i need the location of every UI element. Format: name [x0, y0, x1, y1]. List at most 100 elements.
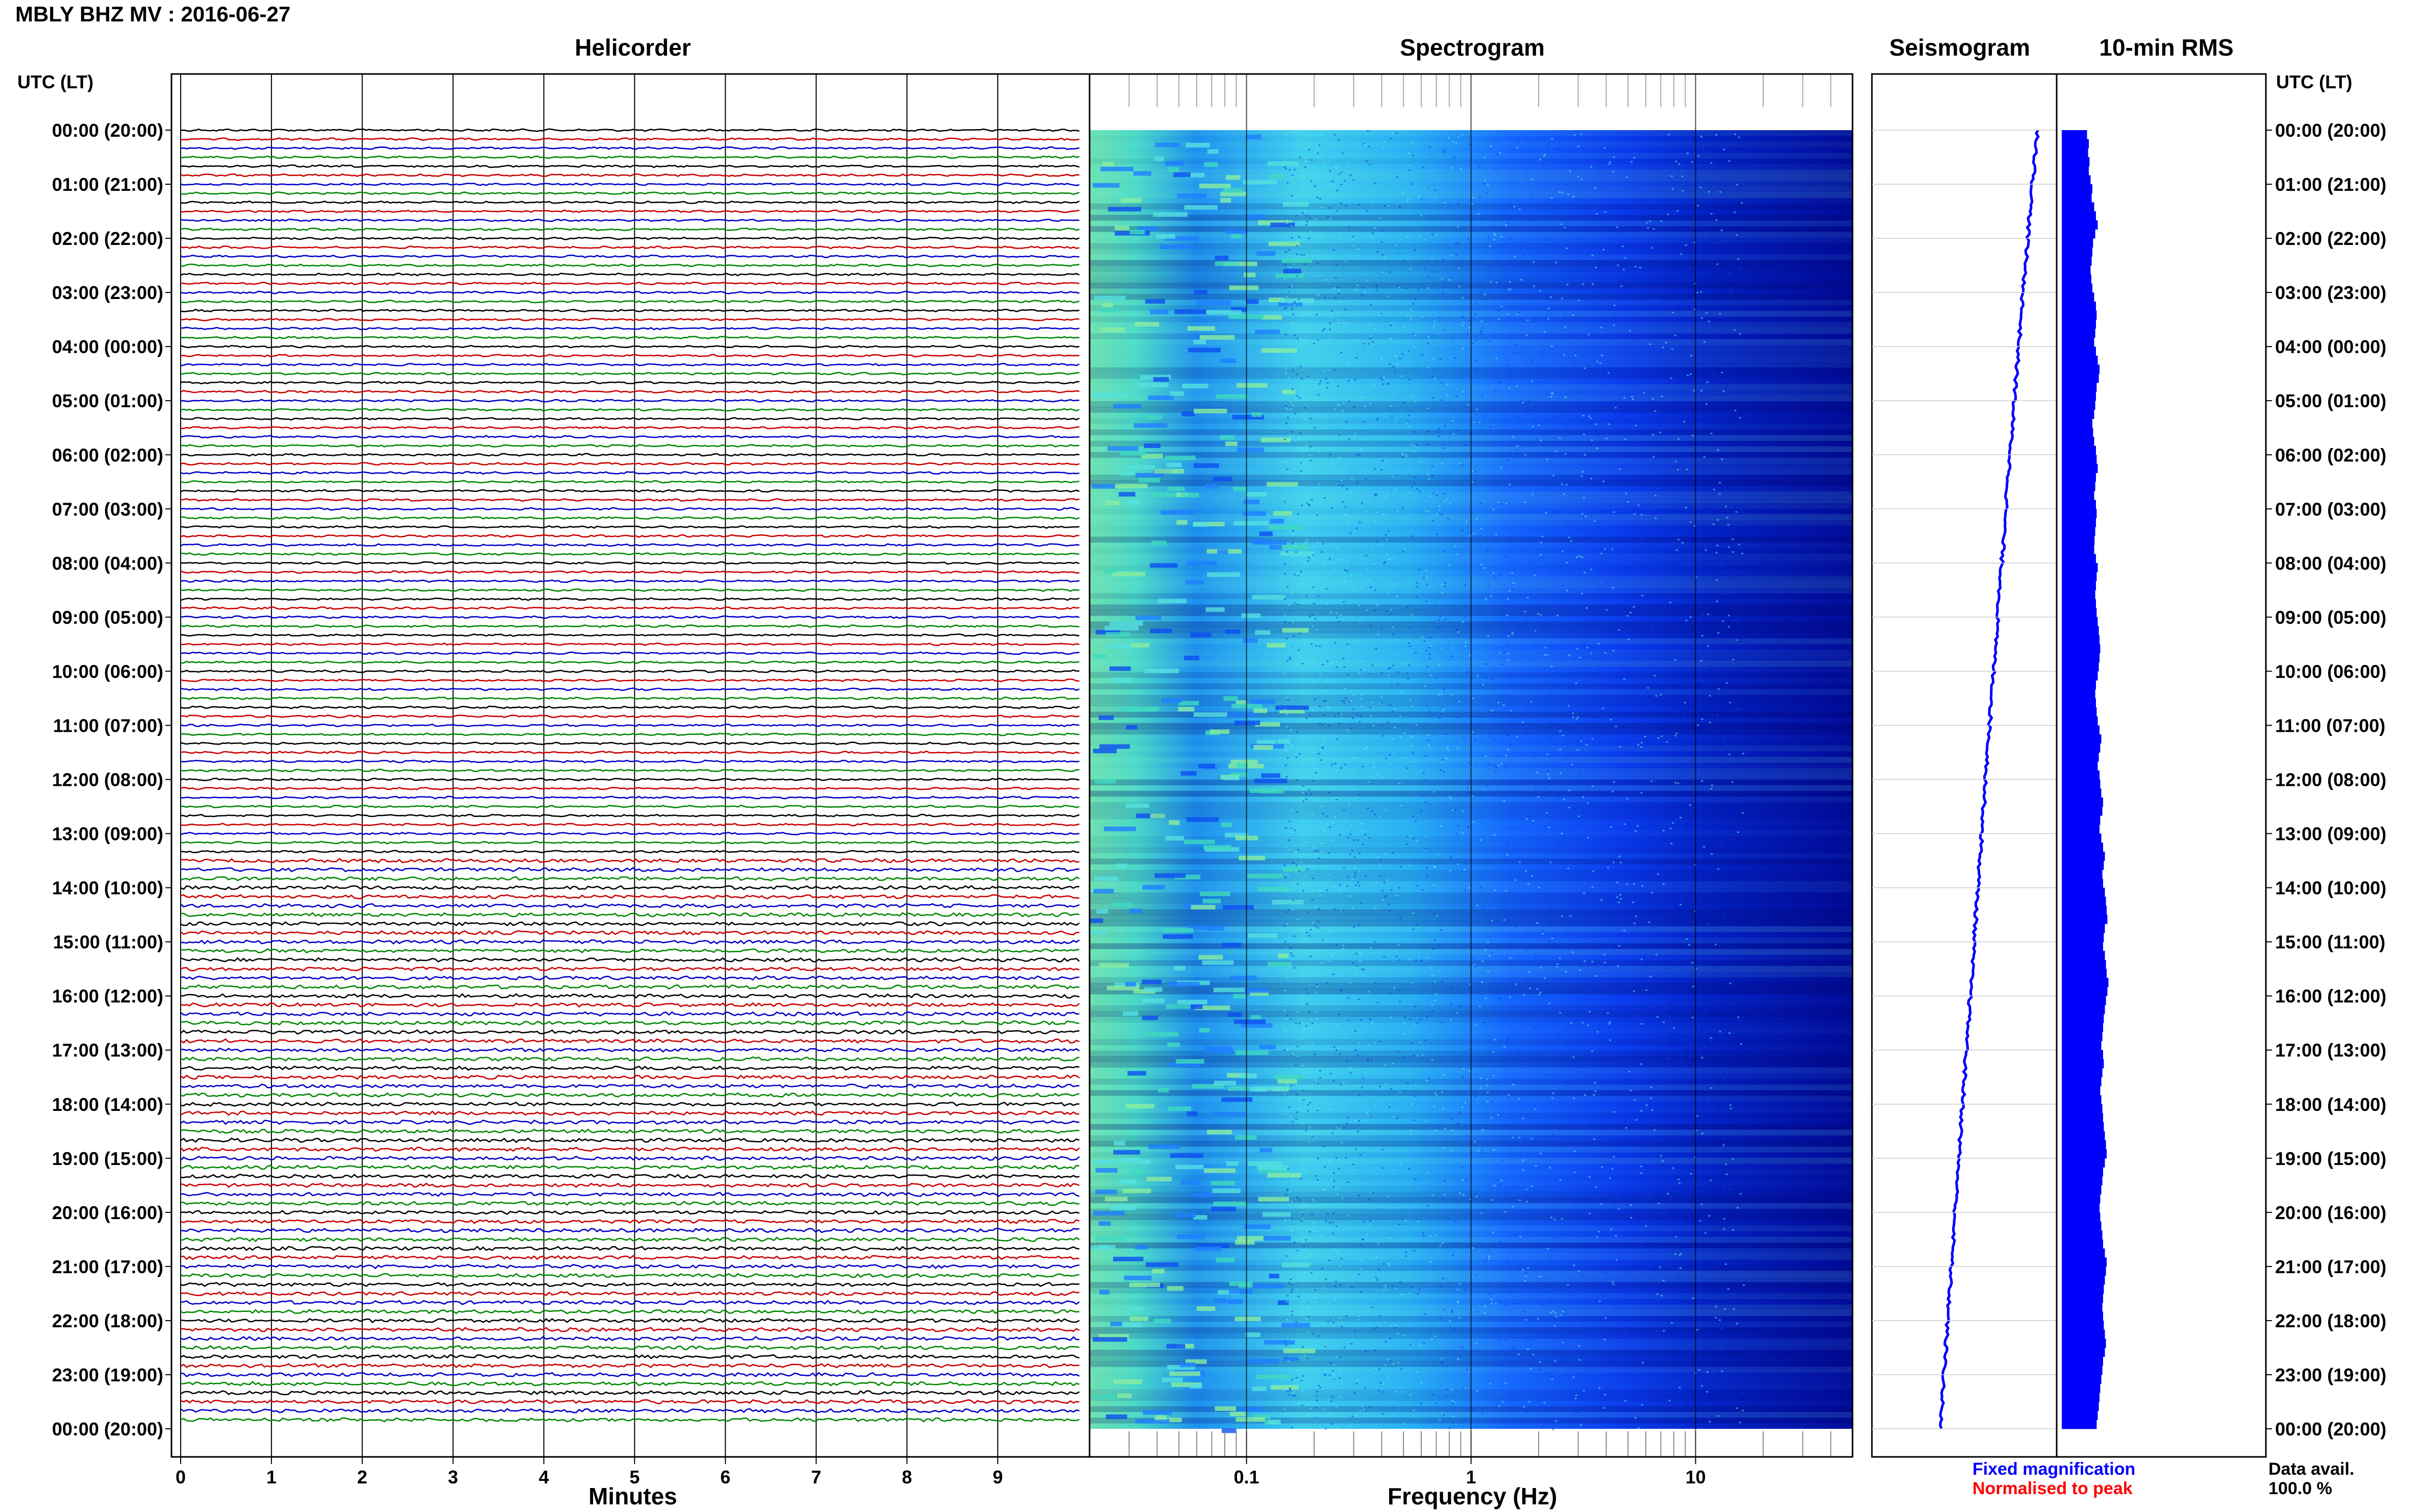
spectrogram-speckle	[1340, 184, 1343, 186]
spectrogram-speckle	[1286, 1188, 1289, 1191]
spectrogram-speckle	[1690, 373, 1692, 375]
rms-bar	[2062, 806, 2103, 816]
spectrogram-speckle	[1719, 1341, 1722, 1343]
spectrogram-speckle	[1333, 1046, 1336, 1048]
spectrogram-speckle	[1524, 1280, 1526, 1282]
spectrogram-speckle	[1461, 464, 1464, 466]
spectrogram-speckle	[1357, 1085, 1359, 1087]
spectrogram-speckle	[1502, 704, 1505, 706]
spectrogram-speckle	[1287, 1319, 1289, 1321]
spectrogram-speckle	[1659, 1266, 1661, 1268]
spectrogram-speckle	[1624, 299, 1626, 301]
y-tick-label-right: 02:00 (22:00)	[2275, 228, 2386, 249]
spectrogram-cell	[1252, 1386, 1267, 1392]
spectrogram-speckle	[1697, 308, 1700, 310]
spectrogram-speckle	[1378, 217, 1381, 219]
spectrogram-speckle	[1577, 217, 1579, 219]
spectrogram-speckle	[1543, 155, 1545, 157]
spectrogram-speckle	[1689, 616, 1692, 618]
spectrogram-speckle	[1441, 761, 1443, 763]
spectrogram-cell	[1193, 1215, 1207, 1220]
spectrogram-speckle	[1340, 202, 1342, 204]
spectrogram-speckle	[1443, 550, 1445, 552]
spectrogram-cell	[1165, 161, 1185, 166]
spectrogram-speckle	[1512, 1084, 1515, 1085]
spectrogram-cell	[1213, 477, 1232, 482]
spectrogram-speckle	[1666, 741, 1668, 743]
spectrogram-speckle	[1446, 394, 1449, 396]
spectrogram-speckle	[1596, 131, 1598, 133]
spectrogram-speckle	[1302, 791, 1304, 794]
spectrogram-speckle	[1292, 323, 1294, 325]
spectrogram-speckle	[1612, 587, 1614, 589]
spectrogram-speckle	[1732, 538, 1734, 540]
spectrogram-cell	[1170, 391, 1184, 396]
spectrogram-speckle	[1586, 267, 1588, 269]
spectrogram-speckle	[1310, 1407, 1312, 1409]
rms-bar	[2062, 1311, 2103, 1321]
spectrogram-speckle	[1661, 395, 1663, 398]
spectrogram-cell	[1223, 775, 1239, 780]
spectrogram-speckle	[1511, 633, 1514, 635]
spectrogram-speckle	[1303, 1354, 1306, 1356]
spectrogram-speckle	[1725, 148, 1728, 150]
spectrogram-speckle	[1357, 1319, 1360, 1321]
spectrogram-speckle	[1469, 535, 1471, 537]
helicorder-trace	[180, 417, 1080, 421]
spectrogram-speckle	[1408, 492, 1411, 494]
spectrogram-speckle	[1490, 1299, 1493, 1301]
spectrogram-cell	[1215, 1406, 1236, 1411]
spectrogram-cell	[1203, 845, 1231, 850]
spectrogram-speckle	[1288, 1413, 1291, 1415]
spectrogram-speckle	[1631, 275, 1634, 277]
spectrogram-speckle	[1378, 1368, 1380, 1370]
spectrogram-speckle	[1307, 1110, 1310, 1112]
spectrogram-speckle	[1490, 426, 1492, 428]
spectrogram-speckle	[1616, 1418, 1618, 1420]
spectrogram-speckle	[1433, 326, 1435, 328]
spectrogram-speckle	[1326, 382, 1329, 384]
spectrogram-speckle	[1516, 313, 1519, 315]
y-tick-label-right: 19:00 (15:00)	[2275, 1148, 2386, 1169]
spectrogram-speckle	[1487, 1184, 1490, 1186]
spectrogram-speckle	[1331, 1221, 1334, 1223]
spectrogram-speckle	[1381, 735, 1384, 737]
helicorder-trace	[180, 597, 1080, 601]
spectrogram-speckle	[1286, 222, 1288, 225]
spectrogram-speckle	[1333, 1180, 1336, 1182]
rms-bar	[2062, 265, 2091, 275]
spectrogram-speckle	[1525, 1272, 1527, 1274]
spectrogram-speckle	[1373, 1372, 1375, 1374]
spectrogram-speckle	[1469, 143, 1471, 145]
spectrogram-speckle	[1317, 850, 1319, 852]
spectrogram-speckle	[1322, 1287, 1325, 1289]
rms-bar	[2062, 1023, 2103, 1032]
helicorder-trace	[180, 462, 1080, 466]
spectrogram-cell	[1237, 1236, 1264, 1241]
spectrogram-speckle	[1525, 1337, 1528, 1340]
rms-bar	[2062, 1086, 2101, 1096]
spectrogram-speckle	[1613, 292, 1615, 294]
spectrogram-speckle	[1300, 378, 1303, 380]
spectrogram-speckle	[1384, 460, 1386, 462]
rms-bar	[2062, 1239, 2103, 1249]
spectrogram-speckle	[1495, 282, 1498, 284]
spectrogram-speckle	[1329, 1108, 1332, 1110]
spectrogram-speckle	[1319, 895, 1322, 896]
spectrogram-speckle	[1503, 1046, 1505, 1048]
spectrogram-speckle	[1541, 535, 1544, 537]
spectrogram-speckle	[1678, 1182, 1681, 1184]
spectrogram-speckle	[1450, 987, 1453, 989]
spectrogram-speckle	[1375, 493, 1378, 495]
helicorder-trace	[180, 227, 1080, 232]
spectrogram-speckle	[1704, 1232, 1707, 1234]
spectrogram-cell	[1176, 520, 1188, 525]
spectrogram-speckle	[1623, 1428, 1625, 1430]
spectrogram-speckle	[1342, 410, 1344, 412]
spectrogram-speckle	[1331, 461, 1334, 463]
spectrogram-speckle	[1568, 789, 1571, 791]
spectrogram-speckle	[1441, 592, 1444, 594]
spectrogram-cell	[1105, 501, 1120, 506]
spectrogram-speckle	[1610, 826, 1612, 828]
spectrogram-speckle	[1507, 598, 1510, 600]
